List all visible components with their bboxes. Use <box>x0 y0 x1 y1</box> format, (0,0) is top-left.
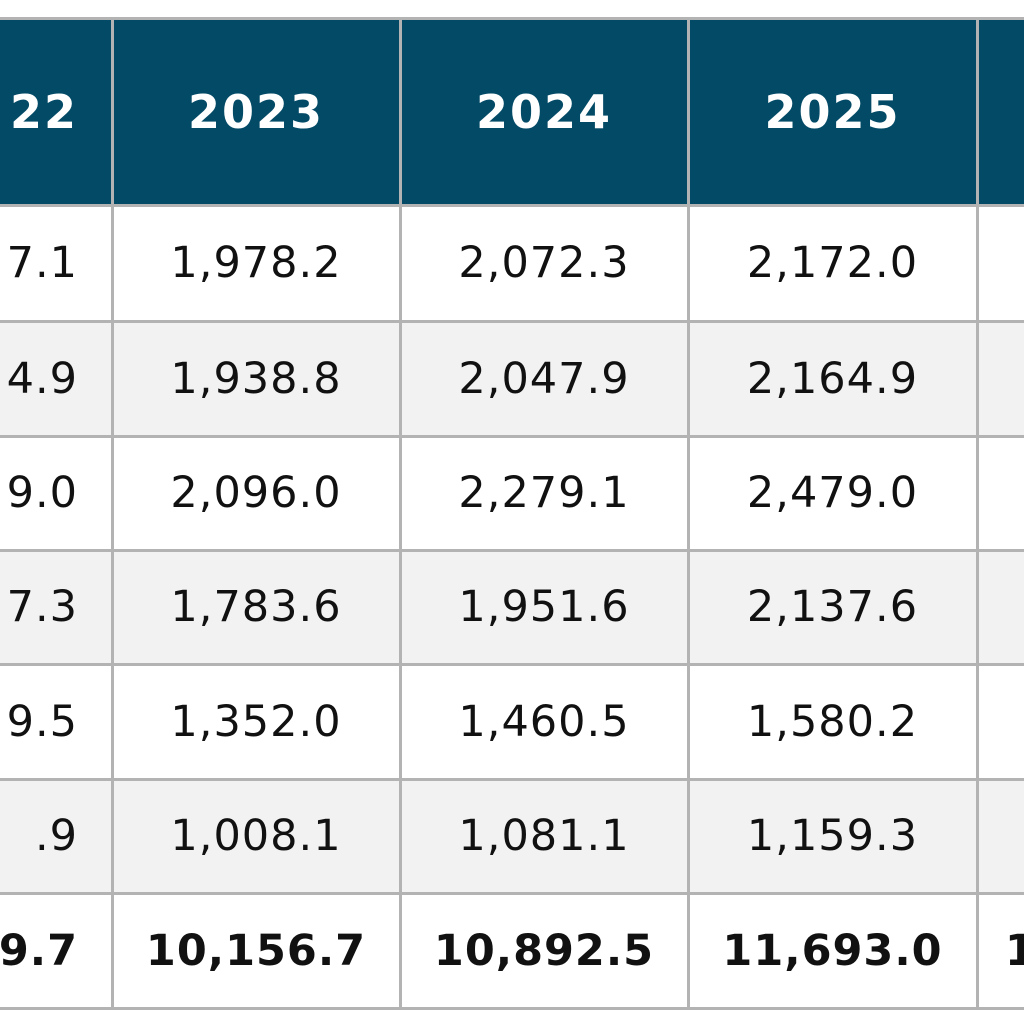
row-border <box>0 17 1024 20</box>
data-cell: 2,172.0 <box>746 238 919 288</box>
data-cell: 1,951.6 <box>458 582 630 632</box>
column-header: 2025 <box>688 18 977 205</box>
row-bg <box>0 321 1024 436</box>
row-bg <box>0 779 1024 893</box>
total-cell: 11,693.0 <box>722 925 943 976</box>
row-border <box>0 549 1024 552</box>
data-cell: .9 <box>34 811 78 861</box>
data-cell: 1,783.6 <box>170 582 342 632</box>
row-bg <box>0 436 1024 550</box>
data-cell: 1,159.3 <box>746 811 919 861</box>
data-cell: 7.1 <box>6 238 78 288</box>
total-cell: 10,892.5 <box>433 925 655 976</box>
data-cell: 7.3 <box>6 582 78 632</box>
row-border <box>0 778 1024 781</box>
data-cell: 2,047.9 <box>458 353 630 404</box>
column-border <box>976 18 979 1010</box>
column-border <box>111 18 114 1010</box>
row-border <box>0 663 1024 666</box>
data-cell: 1,580.2 <box>746 696 919 747</box>
data-cell: 2,137.6 <box>746 582 919 632</box>
column-border <box>399 18 402 1010</box>
row-bg <box>0 664 1024 779</box>
column-header: 2024 <box>400 18 688 205</box>
data-cell: 9.0 <box>6 468 78 518</box>
total-cell: 9.7 <box>0 925 78 976</box>
row-bg <box>0 893 1024 1008</box>
row-border <box>0 892 1024 895</box>
data-cell: 9.5 <box>6 696 78 747</box>
data-cell: 2,164.9 <box>746 353 919 404</box>
data-cell: 4.9 <box>6 353 78 404</box>
data-cell: 1,352.0 <box>170 696 342 747</box>
data-cell: 2,096.0 <box>170 468 342 518</box>
row-bg <box>0 205 1024 321</box>
row-bg <box>0 550 1024 664</box>
column-header: 2023 <box>112 18 400 205</box>
data-cell: 1,938.8 <box>170 353 342 404</box>
data-cell: 2,279.1 <box>458 468 630 518</box>
data-cell: 2,479.0 <box>746 468 919 518</box>
data-cell: 1,460.5 <box>458 696 630 747</box>
data-cell: 1,978.2 <box>170 238 342 288</box>
column-border <box>687 18 690 1010</box>
row-border <box>0 435 1024 438</box>
data-cell: 2,072.3 <box>458 238 630 288</box>
total-cell: 1 <box>1005 925 1024 976</box>
column-header: 22 <box>0 18 112 205</box>
total-cell: 10,156.7 <box>145 925 367 976</box>
row-border <box>0 1007 1024 1010</box>
data-cell: 1,008.1 <box>170 811 342 861</box>
data-cell: 1,081.1 <box>458 811 630 861</box>
row-border <box>0 204 1024 207</box>
row-border <box>0 320 1024 323</box>
